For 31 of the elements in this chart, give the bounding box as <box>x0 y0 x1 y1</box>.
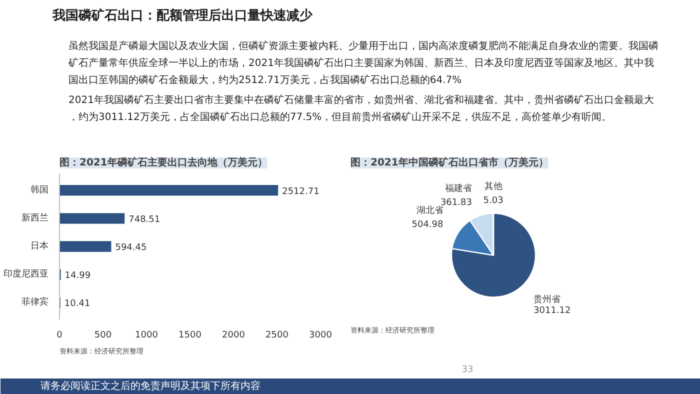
x-tick-label: 1000 <box>135 330 158 340</box>
y-tick-label: 菲律宾 <box>22 296 48 308</box>
x-tick-label: 500 <box>94 330 112 340</box>
chart-title: 图：2021年中国磷矿石出口省市（万美元） <box>350 156 548 168</box>
text: 请务必阅读正文之后的免责声明及其项下所有内容 <box>40 380 260 392</box>
x-tick-label: 0 <box>56 330 63 340</box>
data-label: 10.41 <box>64 299 90 310</box>
slice-label: 贵州省 <box>534 294 561 306</box>
x-tick-label: 2500 <box>266 330 289 340</box>
text: 虽然我国是产磷最大国以及农业大国，但磷矿资源主要被内耗、少量用于出口，国内高浓度磷复肥尚不能满足自身农业的需要。我国磷矿石产量常年供应全球一半以上的市场，2021年我国磷矿石出口主要国家为韩国、新西兰、日本及印度尼西亚等国家及地区。其中我国出口至韩国的磷矿石金额最大，约为2512.71万美元，占我国磷矿石出口总额的64.7% <box>68 40 658 86</box>
y-tick-label: 日本 <box>30 240 48 252</box>
data-label: 5.03 <box>483 196 504 206</box>
data-label: 504.98 <box>412 220 444 230</box>
x-tick-label: 1500 <box>178 330 202 340</box>
text: 33 <box>462 365 474 375</box>
y-tick-label: 印度尼西亚 <box>4 268 48 280</box>
slice-label: 其他 <box>484 180 502 192</box>
data-label: 594.45 <box>115 243 147 253</box>
data-label: 748.51 <box>128 214 160 225</box>
data-label: 14.99 <box>64 271 91 282</box>
x-tick-label: 2000 <box>222 330 246 340</box>
data-label: 3011.12 <box>534 306 571 316</box>
data-label: 2512.71 <box>282 186 320 197</box>
text: 2021年我国磷矿石主要出口省市主要集中在磷矿石储量丰富的省市，如贵州省、湖北省和福建省。其中，贵州省磷矿石出口金额最大，约为3011.12万美元，占全国磷矿石出口总额的77.5%，但目前贵州省磷矿山开采不足，供应不足，高价签单少有听闻。 <box>68 94 654 123</box>
y-tick-label: 韩国 <box>30 184 48 196</box>
chart-title: 图：2021年磷矿石主要出口去向地（万美元） <box>60 156 268 168</box>
slice-label: 湖北省 <box>416 204 444 216</box>
text: 我国磷矿石出口：配额管理后出口量快速减少 <box>52 8 314 24</box>
slice-label: 福建省 <box>444 183 472 194</box>
y-tick-label: 新西兰 <box>22 212 48 224</box>
x-tick-label: 3000 <box>309 330 332 340</box>
